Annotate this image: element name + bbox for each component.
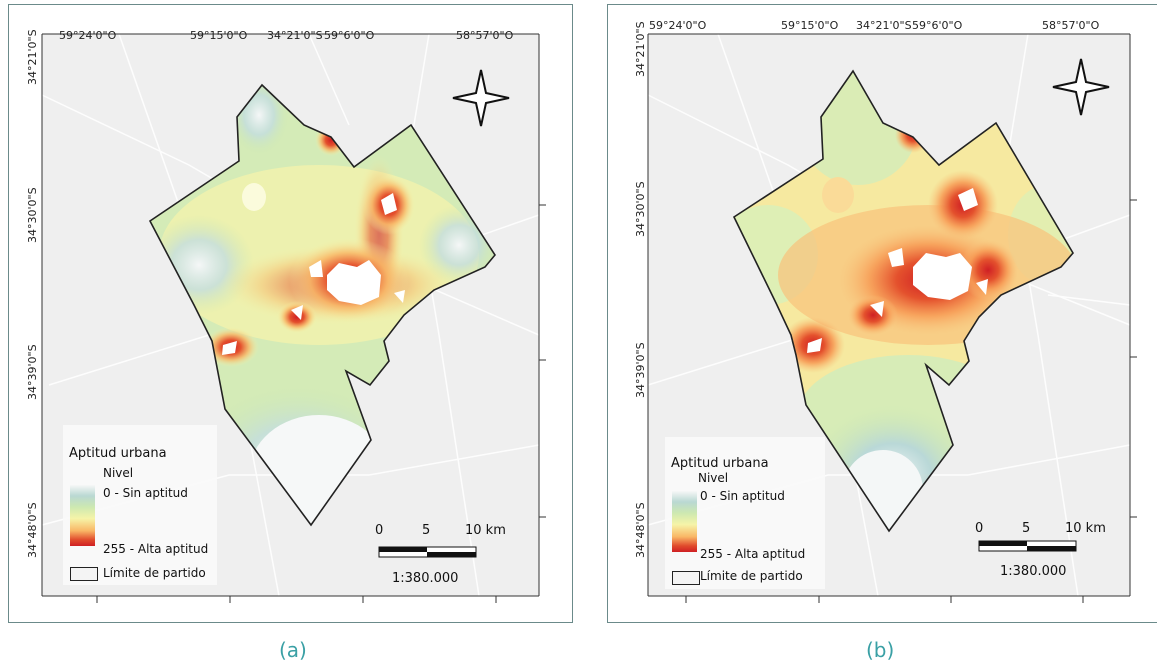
coord-left-a-2: 34°39'0"S	[26, 344, 39, 400]
scale-bar-a	[378, 546, 477, 558]
coord-left-b-1: 34°30'0"S	[634, 181, 647, 237]
legend-boundary-symbol	[70, 567, 98, 581]
map-canvas-a	[41, 33, 546, 603]
caption-b: (b)	[866, 638, 895, 662]
legend-high-label: 255 - Alta aptitud	[103, 542, 209, 556]
scale-label-10: 10 km	[1065, 521, 1106, 536]
coord-top-a-3: 59°6'0"O	[324, 29, 375, 42]
scale-ratio: 1:380.000	[392, 571, 459, 586]
legend-boundary-label: Límite de partido	[103, 566, 206, 580]
partido-boundary-b	[732, 69, 1074, 533]
legend-color-ramp	[672, 491, 697, 552]
scale-label-5: 5	[1022, 521, 1031, 536]
legend-low-label: 0 - Sin aptitud	[700, 489, 785, 503]
legend-a: Aptitud urbana Nivel 0 - Sin aptitud 255…	[63, 425, 217, 585]
map-panel-b: 59°24'0"O 59°15'0"O 34°21'0"S 59°6'0"O 5…	[607, 4, 1157, 623]
scale-label-0: 0	[975, 521, 984, 536]
north-arrow-star-icon	[1052, 58, 1110, 116]
coord-top-b-1: 59°15'0"O	[781, 19, 839, 32]
coord-top-b-3: 59°6'0"O	[912, 19, 963, 32]
coord-left-b-0: 34°21'0"S	[634, 21, 647, 77]
scale-bar-b	[978, 540, 1077, 552]
legend-b: Aptitud urbana Nivel 0 - Sin aptitud 255…	[665, 437, 825, 589]
coord-left-a-3: 34°48'0"S	[26, 502, 39, 558]
legend-subtitle: Nivel	[698, 471, 729, 485]
map-panel-a: 59°24'0"O 59°15'0"O 34°21'0"S 59°6'0"O 5…	[8, 4, 573, 623]
north-arrow-star-icon	[452, 69, 510, 127]
coord-left-b-3: 34°48'0"S	[634, 502, 647, 558]
graticule-ticks-a	[41, 33, 546, 603]
legend-color-ramp	[70, 485, 95, 546]
scale-ratio: 1:380.000	[1000, 564, 1067, 579]
scale-label-10: 10 km	[465, 523, 506, 538]
partido-boundary-a	[148, 83, 496, 527]
coord-left-a-0: 34°21'0"S	[26, 29, 39, 85]
coord-top-b-2: 34°21'0"S	[856, 19, 912, 32]
coord-top-a-2: 34°21'0"S	[267, 29, 323, 42]
coord-left-b-2: 34°39'0"S	[634, 342, 647, 398]
caption-a: (a)	[279, 638, 307, 662]
coord-top-a-0: 59°24'0"O	[59, 29, 117, 42]
coord-top-a-1: 59°15'0"O	[190, 29, 248, 42]
scale-label-0: 0	[375, 523, 384, 538]
coord-top-a-4: 58°57'0"O	[456, 29, 514, 42]
coord-left-a-1: 34°30'0"S	[26, 187, 39, 243]
map-canvas-b	[647, 33, 1137, 603]
legend-boundary-label: Límite de partido	[700, 569, 803, 583]
legend-boundary-symbol	[672, 571, 700, 585]
coord-top-b-0: 59°24'0"O	[649, 19, 707, 32]
legend-title: Aptitud urbana	[671, 456, 769, 471]
coord-top-b-4: 58°57'0"O	[1042, 19, 1100, 32]
legend-title: Aptitud urbana	[69, 446, 167, 461]
legend-low-label: 0 - Sin aptitud	[103, 486, 188, 500]
scale-label-5: 5	[422, 523, 431, 538]
legend-subtitle: Nivel	[103, 466, 134, 480]
graticule-ticks-b	[647, 33, 1137, 603]
legend-high-label: 255 - Alta aptitud	[700, 547, 806, 561]
